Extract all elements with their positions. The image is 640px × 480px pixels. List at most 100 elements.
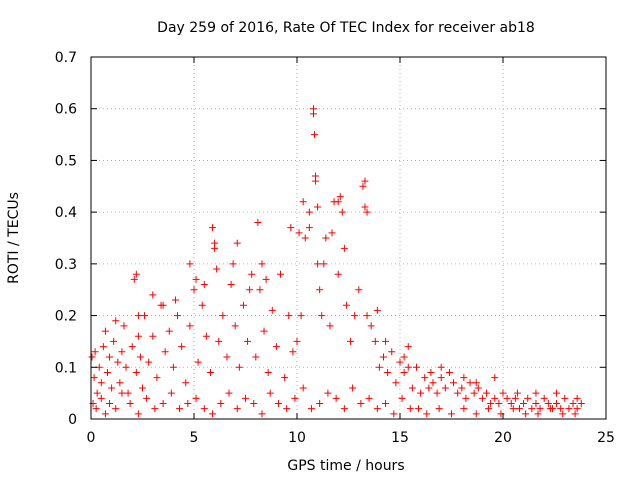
data-point bbox=[159, 399, 167, 407]
data-point bbox=[312, 172, 320, 180]
data-point bbox=[406, 405, 414, 413]
data-point bbox=[408, 384, 416, 392]
data-point bbox=[491, 374, 499, 382]
data-point bbox=[209, 224, 217, 232]
y-tick-label: 0.4 bbox=[55, 205, 77, 221]
data-point bbox=[398, 394, 406, 402]
data-point bbox=[470, 389, 478, 397]
data-point bbox=[349, 384, 357, 392]
data-point bbox=[573, 405, 581, 413]
data-point bbox=[192, 394, 200, 402]
data-point bbox=[171, 296, 179, 304]
data-point bbox=[128, 343, 136, 351]
data-point bbox=[110, 337, 118, 345]
data-point bbox=[544, 399, 552, 407]
data-point bbox=[336, 193, 344, 201]
data-point bbox=[458, 384, 466, 392]
data-point bbox=[268, 306, 276, 314]
data-point bbox=[233, 405, 241, 413]
data-point bbox=[355, 286, 363, 294]
data-point bbox=[474, 384, 482, 392]
y-tick-label: 0.6 bbox=[55, 102, 77, 118]
data-point bbox=[108, 384, 116, 392]
data-point bbox=[134, 410, 142, 418]
data-point bbox=[186, 260, 194, 268]
data-point bbox=[363, 208, 371, 216]
data-point bbox=[126, 399, 134, 407]
data-point bbox=[311, 131, 319, 139]
x-tick-label: 5 bbox=[190, 430, 199, 446]
data-point bbox=[448, 410, 455, 418]
data-points bbox=[88, 105, 585, 418]
data-point bbox=[365, 394, 373, 402]
data-point bbox=[194, 358, 202, 366]
data-point bbox=[540, 394, 548, 402]
data-point bbox=[427, 368, 435, 376]
data-point bbox=[423, 410, 431, 418]
data-point bbox=[256, 286, 264, 294]
data-point bbox=[373, 306, 381, 314]
data-point bbox=[338, 208, 346, 216]
data-point bbox=[441, 384, 449, 392]
data-point bbox=[116, 379, 124, 387]
data-point bbox=[507, 399, 515, 407]
data-point bbox=[347, 337, 355, 345]
data-point bbox=[503, 394, 511, 402]
data-point bbox=[190, 286, 198, 294]
data-point bbox=[176, 405, 184, 413]
data-point bbox=[101, 327, 109, 335]
data-point bbox=[361, 203, 369, 211]
data-point bbox=[134, 332, 142, 340]
data-point bbox=[561, 394, 569, 402]
data-point bbox=[258, 260, 266, 268]
data-point bbox=[130, 275, 138, 283]
data-point bbox=[200, 405, 208, 413]
data-point bbox=[192, 275, 200, 283]
data-point bbox=[246, 286, 254, 294]
data-point bbox=[167, 389, 175, 397]
data-point bbox=[213, 265, 221, 273]
data-point bbox=[266, 389, 274, 397]
data-point bbox=[351, 312, 359, 320]
data-point bbox=[219, 312, 227, 320]
data-point bbox=[485, 405, 493, 413]
data-point bbox=[262, 275, 270, 283]
data-point bbox=[314, 203, 322, 211]
data-point bbox=[577, 399, 585, 407]
data-point bbox=[277, 270, 285, 278]
x-tick-label: 25 bbox=[597, 430, 615, 446]
data-point bbox=[182, 379, 190, 387]
data-point bbox=[314, 260, 322, 268]
data-point bbox=[206, 368, 214, 376]
data-point bbox=[371, 337, 379, 345]
data-point bbox=[478, 394, 486, 402]
data-point bbox=[435, 405, 443, 413]
data-point bbox=[571, 410, 579, 418]
data-point bbox=[258, 410, 266, 418]
data-point bbox=[149, 291, 157, 299]
data-point bbox=[293, 337, 301, 345]
data-point bbox=[260, 327, 268, 335]
data-point bbox=[118, 348, 126, 356]
data-point bbox=[299, 384, 307, 392]
data-point bbox=[536, 405, 544, 413]
data-point bbox=[462, 394, 470, 402]
data-point bbox=[227, 281, 235, 289]
data-point bbox=[553, 389, 561, 397]
data-point bbox=[511, 394, 519, 402]
x-tick-label: 20 bbox=[494, 430, 512, 446]
data-point bbox=[472, 410, 480, 418]
data-point bbox=[359, 182, 367, 190]
data-point bbox=[120, 322, 128, 330]
y-tick-label: 0.3 bbox=[55, 257, 77, 273]
data-point bbox=[363, 312, 371, 320]
data-point bbox=[106, 399, 114, 407]
data-point bbox=[437, 363, 445, 371]
data-point bbox=[400, 353, 408, 361]
data-point bbox=[415, 405, 423, 413]
data-point bbox=[118, 389, 126, 397]
data-point bbox=[272, 343, 280, 351]
data-point bbox=[404, 343, 412, 351]
data-point bbox=[305, 224, 313, 232]
